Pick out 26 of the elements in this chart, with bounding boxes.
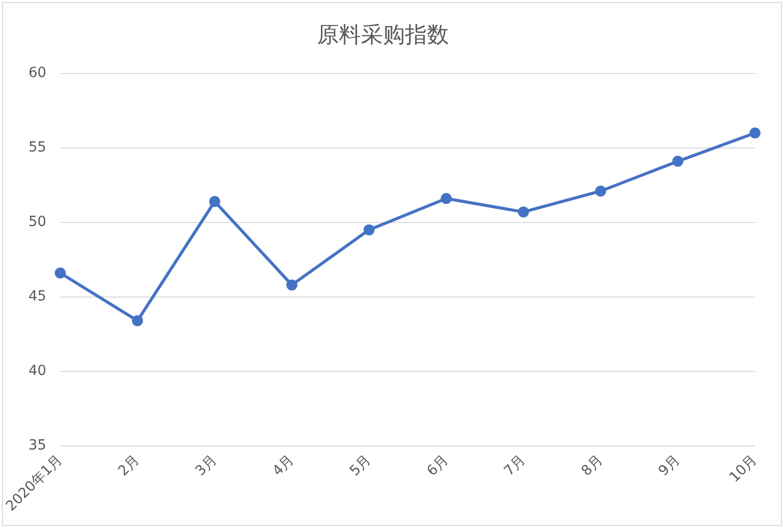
x-tick-label: 8月	[578, 452, 606, 480]
point	[440, 193, 452, 204]
x-tick-label: 2月	[115, 452, 143, 480]
y-tick-label: 45	[28, 288, 46, 304]
point	[750, 127, 760, 138]
x-tick-label: 5月	[346, 452, 374, 480]
point	[672, 156, 684, 167]
point	[54, 268, 66, 279]
y-tick-label: 40	[28, 362, 46, 379]
x-tick-label: 3月	[192, 452, 220, 480]
point	[286, 279, 298, 290]
y-tick-label: 50	[28, 214, 46, 230]
x-tick-label: 7月	[501, 452, 529, 480]
x-tick-label: 6月	[424, 452, 452, 480]
x-tick-label: 10月	[726, 452, 760, 486]
point	[364, 224, 375, 236]
point	[209, 196, 220, 208]
y-tick-label: 35	[28, 437, 46, 454]
chart-title: 原料采购指数	[317, 22, 449, 48]
point	[595, 186, 606, 197]
point	[132, 315, 143, 326]
point	[518, 206, 529, 218]
y-tick-label: 60	[28, 65, 46, 82]
y-tick-label: 55	[28, 140, 46, 156]
x-tick-label: 9月	[656, 452, 684, 480]
x-tick-label: 4月	[270, 452, 298, 480]
